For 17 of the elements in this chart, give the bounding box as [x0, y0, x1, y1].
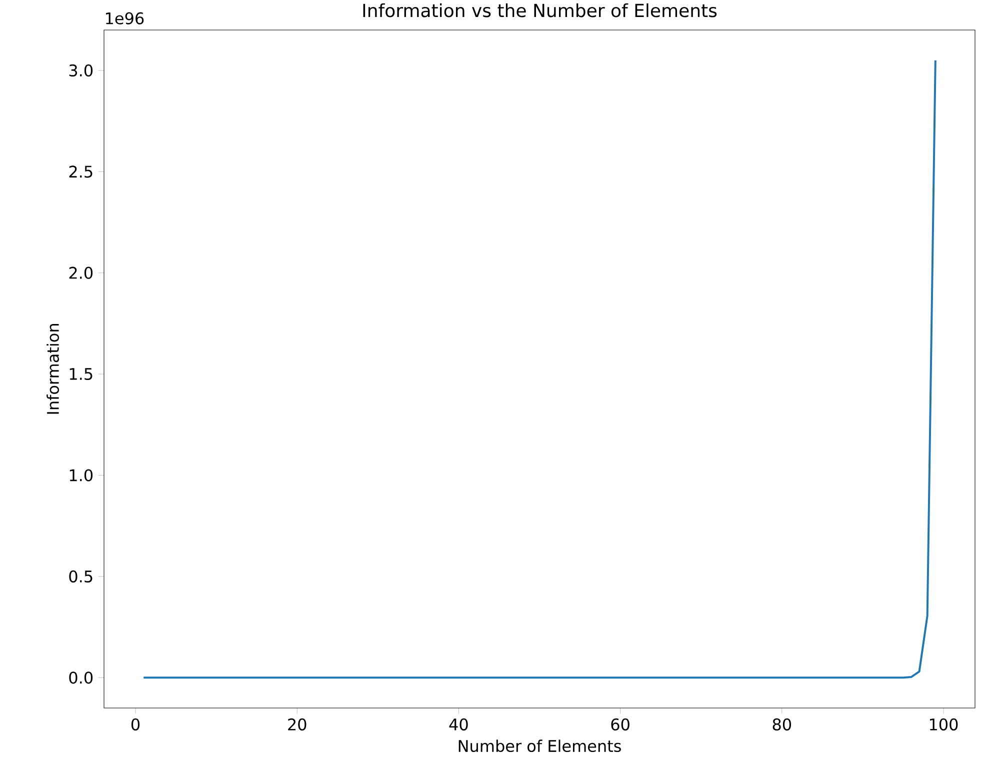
y-tick-label: 2.0 — [69, 266, 93, 279]
text: 1e96 — [106, 12, 144, 24]
x-tick-label: 40 — [449, 718, 468, 731]
y-tick-label: 1.5 — [70, 368, 92, 380]
x-tick-label: 100 — [930, 718, 958, 731]
y-tick-label: 2.5 — [69, 166, 92, 178]
y-axis-title: Information — [46, 324, 60, 414]
y-tick-label: 1.0 — [70, 469, 93, 482]
y-tick-label: 3.0 — [69, 64, 93, 77]
y-tick-label: 0.5 — [69, 570, 92, 582]
x-tick-label: 0 — [131, 718, 140, 731]
x-tick-label: 20 — [288, 718, 306, 731]
y-tick-label: 0.0 — [69, 672, 93, 684]
chart-title: Information vs the Number of Elements — [363, 3, 717, 18]
x-axis-title: Number of Elements — [458, 740, 621, 752]
x-tick-label: 80 — [772, 718, 792, 731]
x-tick-label: 60 — [611, 718, 630, 731]
